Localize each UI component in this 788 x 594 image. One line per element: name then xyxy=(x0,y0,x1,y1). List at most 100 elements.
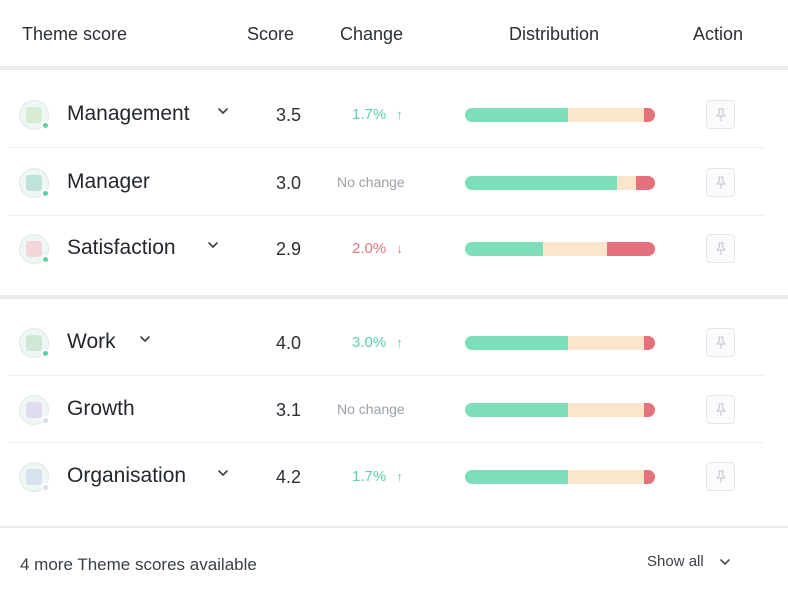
distribution-bar xyxy=(465,470,655,484)
distribution-positive xyxy=(465,242,543,256)
distribution-neutral xyxy=(567,108,644,122)
theme-row[interactable]: Satisfaction 2.9 2.0% ↓ xyxy=(0,216,788,282)
satisfaction-icon xyxy=(19,234,50,264)
row-divider xyxy=(8,215,764,216)
theme-name: Growth xyxy=(67,397,135,420)
distribution-negative xyxy=(636,176,655,190)
manager-icon xyxy=(19,168,50,198)
change-text: 1.7% xyxy=(352,468,387,485)
pin-button[interactable] xyxy=(706,234,735,263)
status-dot xyxy=(41,349,50,358)
distribution-negative xyxy=(643,403,655,417)
theme-row[interactable]: Organisation 4.2 1.7% ↑ xyxy=(0,444,788,510)
change-text: 1.7% xyxy=(352,106,387,123)
theme-score-value: 4.2 xyxy=(276,467,302,487)
status-dot xyxy=(41,416,50,425)
distribution-neutral xyxy=(567,336,644,350)
show-all-button[interactable]: Show all xyxy=(647,553,732,570)
change-text: 2.0% xyxy=(352,240,387,257)
change-value: 1.7% ↑ xyxy=(352,468,403,485)
table-header: Theme score Score Change Distribution Ac… xyxy=(0,0,788,66)
theme-name: Manager xyxy=(67,170,150,193)
status-dot xyxy=(41,121,50,130)
distribution-positive xyxy=(465,108,568,122)
column-header-action: Action xyxy=(693,24,744,44)
distribution-neutral xyxy=(567,403,644,417)
pin-button[interactable] xyxy=(706,462,735,491)
table-footer: 4 more Theme scores available Show all xyxy=(0,526,788,594)
theme-row[interactable]: Management 3.5 1.7% ↑ xyxy=(0,82,788,148)
theme-row: Growth 3.1 No change xyxy=(0,377,788,443)
status-dot xyxy=(41,189,50,198)
distribution-positive xyxy=(465,336,568,350)
pin-icon xyxy=(715,469,726,483)
pin-button[interactable] xyxy=(706,168,735,197)
distribution-bar xyxy=(465,403,655,417)
management-icon xyxy=(19,100,50,130)
work-icon xyxy=(19,328,50,358)
theme-score-value: 3.5 xyxy=(276,105,302,125)
row-divider xyxy=(8,147,764,148)
distribution-bar xyxy=(465,242,655,256)
theme-name[interactable]: Management xyxy=(67,102,190,125)
change-text: No change xyxy=(337,174,405,190)
column-header-theme-score: Theme score xyxy=(22,24,128,44)
distribution-neutral xyxy=(567,470,644,484)
column-header-score: Score xyxy=(247,24,295,44)
expand-chevron-icon[interactable] xyxy=(214,466,232,484)
theme-row: Manager 3.0 No change xyxy=(0,150,788,216)
arrow-up-icon: ↑ xyxy=(396,469,403,484)
change-text: 3.0% xyxy=(352,334,387,351)
distribution-neutral xyxy=(542,242,608,256)
column-header-change: Change xyxy=(340,24,404,44)
arrow-up-icon: ↑ xyxy=(396,107,403,122)
group-divider xyxy=(0,295,788,299)
theme-name[interactable]: Satisfaction xyxy=(67,236,176,259)
column-header-distribution: Distribution xyxy=(509,24,600,44)
more-themes-text: 4 more Theme scores available xyxy=(20,555,257,574)
pin-button[interactable] xyxy=(706,328,735,357)
distribution-positive xyxy=(465,470,568,484)
distribution-negative xyxy=(607,242,655,256)
theme-row[interactable]: Work 4.0 3.0% ↑ xyxy=(0,310,788,376)
arrow-down-icon: ↓ xyxy=(396,241,403,256)
header-divider xyxy=(0,66,788,70)
pin-icon xyxy=(715,335,726,349)
distribution-bar xyxy=(465,108,655,122)
distribution-negative xyxy=(643,336,655,350)
pin-icon xyxy=(715,107,726,121)
change-value: No change xyxy=(337,401,405,417)
distribution-negative xyxy=(643,108,655,122)
expand-chevron-icon[interactable] xyxy=(136,332,154,350)
status-dot xyxy=(41,483,50,492)
show-all-label: Show all xyxy=(647,553,704,570)
distribution-bar xyxy=(465,336,655,350)
theme-name[interactable]: Organisation xyxy=(67,464,187,487)
expand-chevron-icon[interactable] xyxy=(214,104,232,122)
distribution-bar xyxy=(465,176,655,190)
pin-icon xyxy=(715,402,726,416)
distribution-positive xyxy=(465,176,617,190)
distribution-neutral xyxy=(617,176,636,190)
organisation-icon xyxy=(19,462,50,492)
theme-score-value: 2.9 xyxy=(276,239,302,259)
change-value: 3.0% ↑ xyxy=(352,334,403,351)
growth-icon xyxy=(19,395,50,425)
theme-name[interactable]: Work xyxy=(67,330,116,353)
status-dot xyxy=(41,255,50,264)
row-divider xyxy=(8,375,764,376)
pin-icon xyxy=(715,175,726,189)
change-value: 2.0% ↓ xyxy=(352,240,403,257)
pin-button[interactable] xyxy=(706,100,735,129)
pin-button[interactable] xyxy=(706,395,735,424)
arrow-up-icon: ↑ xyxy=(396,335,403,350)
distribution-positive xyxy=(465,403,568,417)
theme-score-value: 3.0 xyxy=(276,173,302,193)
row-divider xyxy=(8,442,764,443)
pin-icon xyxy=(715,241,726,255)
theme-score-value: 3.1 xyxy=(276,400,302,420)
expand-chevron-icon[interactable] xyxy=(204,238,222,256)
change-value: 1.7% ↑ xyxy=(352,106,403,123)
distribution-negative xyxy=(643,470,655,484)
theme-score-value: 4.0 xyxy=(276,333,302,353)
